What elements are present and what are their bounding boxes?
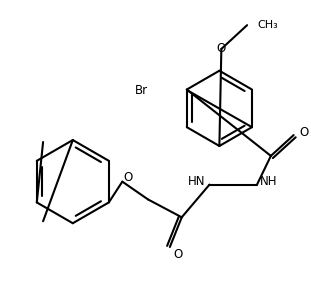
Text: HN: HN — [188, 175, 205, 188]
Text: O: O — [173, 249, 183, 262]
Text: Br: Br — [135, 84, 148, 97]
Text: CH₃: CH₃ — [257, 20, 278, 30]
Text: O: O — [299, 126, 308, 139]
Text: O: O — [217, 42, 226, 55]
Text: O: O — [124, 171, 133, 184]
Text: NH: NH — [260, 175, 278, 188]
